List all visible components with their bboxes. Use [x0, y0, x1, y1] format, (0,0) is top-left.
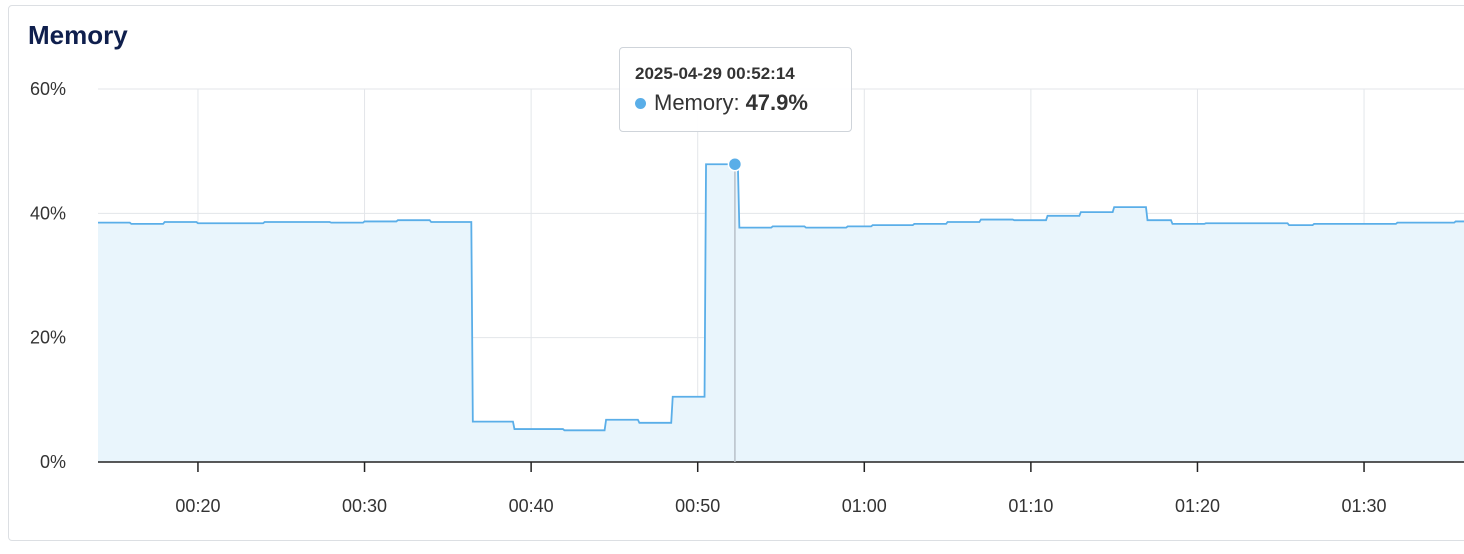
memory-area-fill	[98, 164, 1464, 462]
tooltip-series-row: Memory: 47.9%	[635, 90, 851, 116]
chart-tooltip: 2025-04-29 00:52:14 Memory: 47.9%	[619, 47, 852, 132]
x-tick-label: 00:30	[342, 496, 387, 516]
series-color-dot	[635, 97, 646, 109]
x-tick-label: 01:00	[842, 496, 887, 516]
x-tick-label: 01:30	[1342, 496, 1387, 516]
y-tick-label: 0%	[40, 452, 66, 472]
x-tick-label: 01:20	[1175, 496, 1220, 516]
memory-series-line	[98, 163, 1464, 432]
y-tick-label: 40%	[30, 203, 66, 223]
y-tick-label: 60%	[30, 79, 66, 99]
x-tick-label: 01:10	[1008, 496, 1053, 516]
tooltip-value: 47.9%	[745, 90, 808, 115]
hover-point-marker	[727, 156, 743, 172]
x-tick-label: 00:50	[675, 496, 720, 516]
tooltip-series-label: Memory:	[654, 90, 740, 115]
x-tick-label: 00:40	[509, 496, 554, 516]
panel-title: Memory	[28, 20, 128, 50]
x-tick-label: 00:20	[175, 496, 220, 516]
tooltip-timestamp: 2025-04-29 00:52:14	[635, 64, 795, 83]
y-tick-label: 20%	[30, 328, 66, 348]
